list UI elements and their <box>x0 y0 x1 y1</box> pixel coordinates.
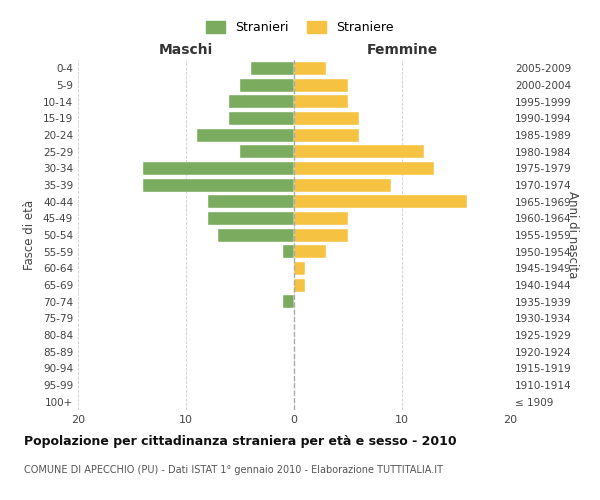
Bar <box>229 112 294 125</box>
Bar <box>294 62 326 75</box>
Legend: Stranieri, Straniere: Stranieri, Straniere <box>202 16 398 40</box>
Bar <box>294 78 348 92</box>
Y-axis label: Fasce di età: Fasce di età <box>23 200 36 270</box>
Bar <box>240 78 294 92</box>
Bar <box>240 145 294 158</box>
Text: Femmine: Femmine <box>367 42 437 56</box>
Bar <box>283 245 294 258</box>
Text: COMUNE DI APECCHIO (PU) - Dati ISTAT 1° gennaio 2010 - Elaborazione TUTTITALIA.I: COMUNE DI APECCHIO (PU) - Dati ISTAT 1° … <box>24 465 443 475</box>
Bar <box>294 112 359 125</box>
Bar <box>294 212 348 225</box>
Bar <box>294 228 348 241</box>
Bar <box>294 278 305 291</box>
Bar <box>294 162 434 175</box>
Bar <box>229 95 294 108</box>
Bar <box>294 195 467 208</box>
Bar <box>294 128 359 141</box>
Bar <box>208 195 294 208</box>
Bar <box>294 262 305 275</box>
Y-axis label: Anni di nascita: Anni di nascita <box>566 192 578 278</box>
Bar <box>251 62 294 75</box>
Bar <box>294 245 326 258</box>
Bar <box>218 228 294 241</box>
Bar <box>197 128 294 141</box>
Text: Popolazione per cittadinanza straniera per età e sesso - 2010: Popolazione per cittadinanza straniera p… <box>24 435 457 448</box>
Bar <box>283 295 294 308</box>
Bar <box>294 178 391 192</box>
Bar <box>143 162 294 175</box>
Bar <box>208 212 294 225</box>
Bar <box>143 178 294 192</box>
Bar <box>294 145 424 158</box>
Bar <box>294 95 348 108</box>
Text: Maschi: Maschi <box>159 42 213 56</box>
